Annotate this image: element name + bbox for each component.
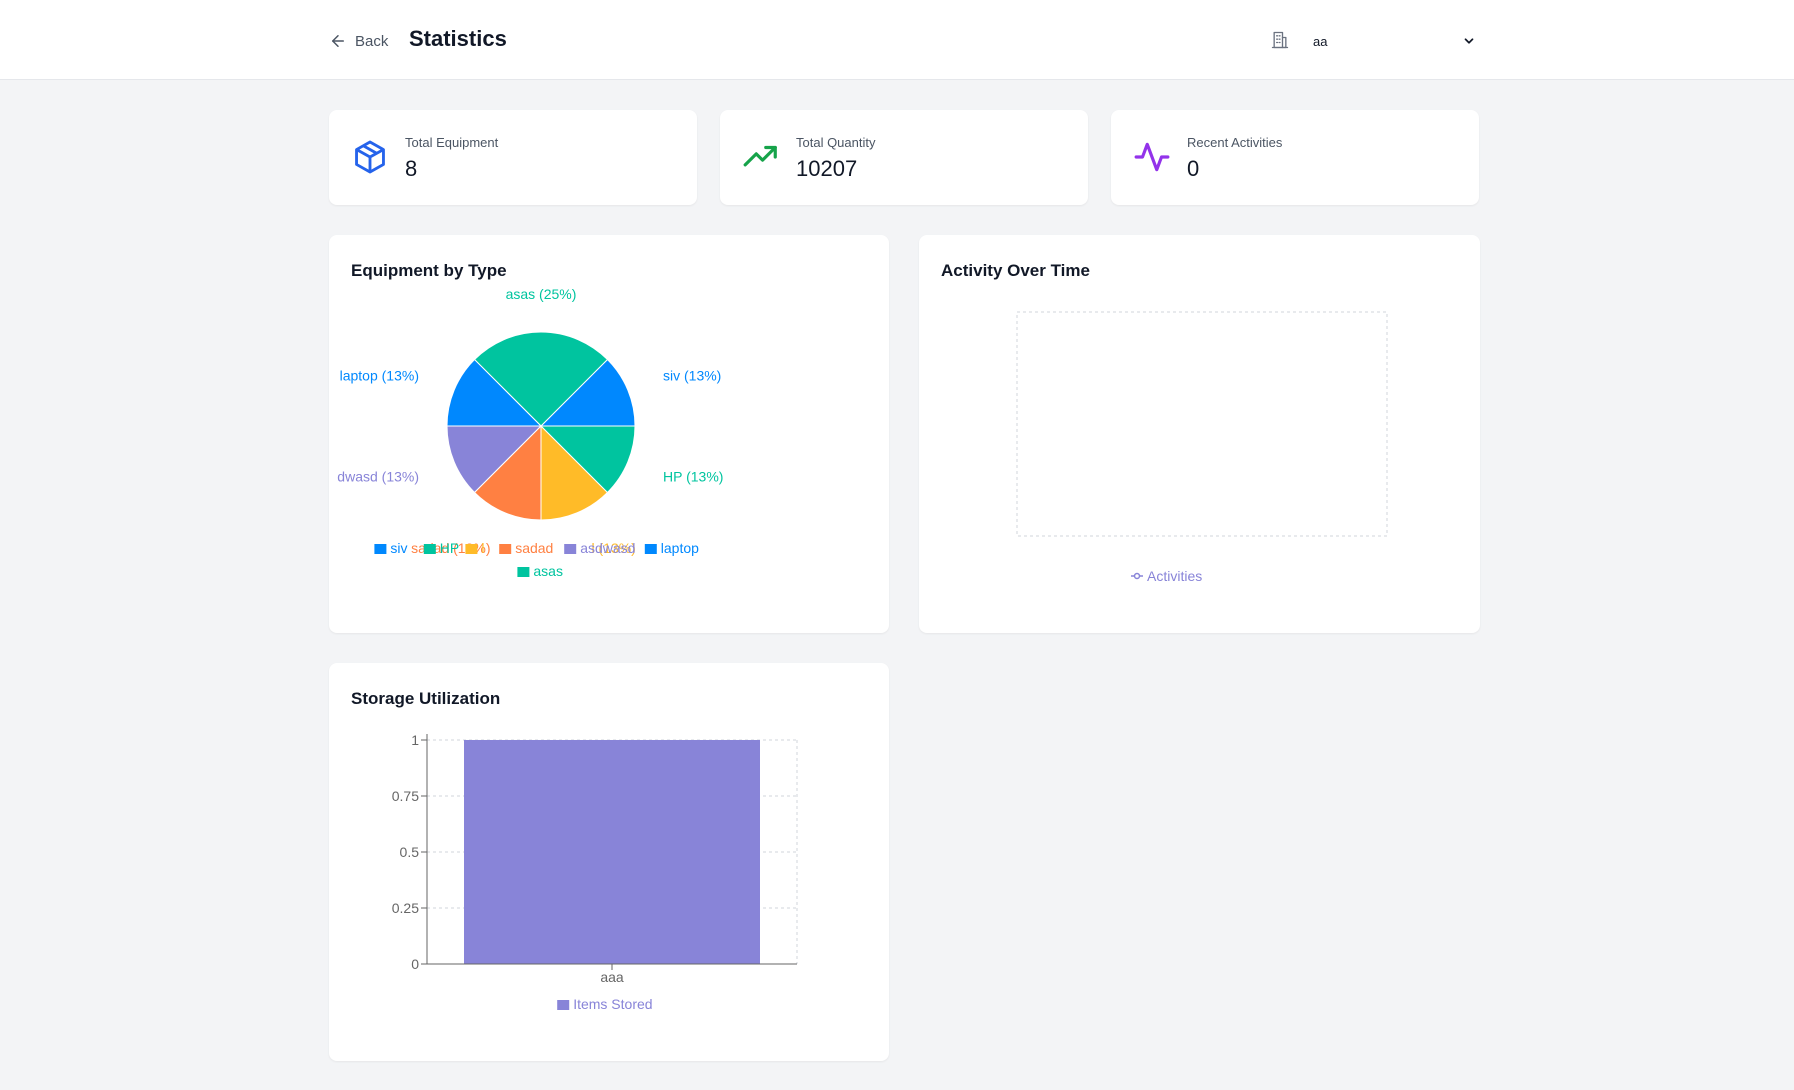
activity-line-chart: Activities — [1016, 311, 1388, 584]
legend-item-asdwasd[interactable]: asdwasd — [564, 540, 635, 556]
legend-item-HP[interactable]: HP — [423, 540, 459, 556]
stat-value: 10207 — [796, 156, 858, 181]
storage-utilization-panel: Storage Utilization aaa 0 0.25 0.5 0.75 1 Item… — [329, 663, 889, 1061]
activity-over-time-panel: Activity Over Time Activities — [919, 235, 1480, 633]
legend-item-activities[interactable]: Activities — [1131, 568, 1202, 584]
legend-item-asas[interactable]: asas — [517, 563, 563, 579]
pie-legend-row: asas — [517, 563, 563, 579]
legend-label: Items Stored — [573, 996, 652, 1012]
warehouse-select[interactable]: aa — [1305, 26, 1480, 56]
legend-swatch — [517, 567, 530, 577]
stat-card-total-equipment: Total Equipment 8 — [329, 110, 697, 205]
legend-swatch — [465, 544, 478, 554]
pie-slice-asdwasd[interactable] — [446, 425, 543, 494]
stat-value: 8 — [405, 156, 418, 181]
stat-label: Recent Activities — [1187, 135, 1283, 150]
panel-title: Equipment by Type — [351, 261, 507, 280]
stat-label: Total Quantity — [796, 135, 876, 150]
legend-label: l — [481, 540, 484, 556]
bar-aaa[interactable] — [464, 740, 760, 964]
stat-card-recent-activities: Recent Activities 0 — [1111, 110, 1479, 205]
y-tick-label: 0.5 — [400, 844, 420, 860]
plot-area-grid — [1016, 311, 1388, 537]
back-button[interactable]: Back — [329, 28, 388, 54]
chevron-down-icon — [1464, 38, 1474, 44]
pie-slice-asas[interactable] — [473, 331, 609, 427]
pie-label: l (13%) — [592, 540, 636, 556]
activity-icon — [1134, 142, 1170, 172]
legend-label: siv — [390, 540, 407, 556]
legend-item-items-stored[interactable]: Items Stored — [557, 996, 653, 1012]
panel-title: Activity Over Time — [941, 261, 1090, 280]
pie-slice-sadad[interactable] — [473, 424, 542, 521]
legend-label: laptop — [661, 540, 699, 556]
warehouse-select-value: aa — [1313, 33, 1328, 49]
legend-swatch — [557, 1000, 570, 1010]
y-tick-label: 1 — [411, 732, 419, 748]
building-icon — [1271, 31, 1289, 49]
legend-swatch — [423, 544, 436, 554]
legend-item-l[interactable]: l — [465, 540, 485, 556]
legend-item-sadad[interactable]: sadad — [499, 540, 553, 556]
stat-card-total-quantity: Total Quantity 10207 — [720, 110, 1088, 205]
legend-label: sadad — [515, 540, 553, 556]
trending-up-icon — [743, 145, 777, 167]
legend-item-laptop[interactable]: laptop — [644, 540, 699, 556]
pie-label: siv (13%) — [663, 368, 721, 384]
box-icon — [355, 140, 385, 174]
pie-label: laptop (13%) — [340, 368, 419, 384]
pie-label: HP (13%) — [663, 469, 723, 485]
pie-slice-l[interactable] — [540, 424, 609, 521]
y-tick-label: 0.75 — [392, 788, 419, 804]
legend-dot-marker — [1133, 572, 1141, 580]
page-title: Statistics — [409, 26, 507, 51]
legend-swatch — [374, 544, 387, 554]
legend-label: asdwasd — [580, 540, 635, 556]
legend-label: Activities — [1147, 568, 1202, 584]
pie-slice-HP[interactable] — [539, 425, 636, 494]
y-tick-label: 0 — [411, 956, 419, 972]
legend-swatch — [564, 544, 577, 554]
legend-swatch — [499, 544, 512, 554]
legend-item-siv[interactable]: siv — [374, 540, 408, 556]
pie-label: asas (25%) — [506, 286, 577, 302]
stat-label: Total Equipment — [405, 135, 499, 150]
stat-value: 0 — [1187, 156, 1200, 181]
pie-legend-row: siv HP l sadad asdwasd laptop — [374, 540, 699, 556]
back-label: Back — [355, 32, 389, 50]
panel-title: Storage Utilization — [351, 689, 501, 708]
arrow-left-icon — [332, 35, 344, 47]
page-header: Back Statistics aa — [0, 0, 1794, 80]
y-tick-label: 0.25 — [392, 900, 419, 916]
x-tick-label: aaa — [600, 969, 624, 985]
legend-swatch — [644, 544, 657, 554]
pie-label: dwasd (13%) — [337, 469, 419, 485]
equipment-by-type-panel: Equipment by Type siv (13%) asas (25%) lap… — [329, 235, 889, 633]
legend-label: HP — [440, 540, 459, 556]
pie-slice-laptop[interactable] — [446, 358, 543, 427]
storage-bar-chart: aaa 0 0.25 0.5 0.75 1 Items Stored — [392, 732, 798, 1012]
pie-slice-siv[interactable] — [539, 358, 636, 427]
equipment-pie-chart: siv (13%) asas (25%) laptop (13%) dwasd (13… — [337, 286, 723, 579]
legend-label: asas — [533, 563, 563, 579]
